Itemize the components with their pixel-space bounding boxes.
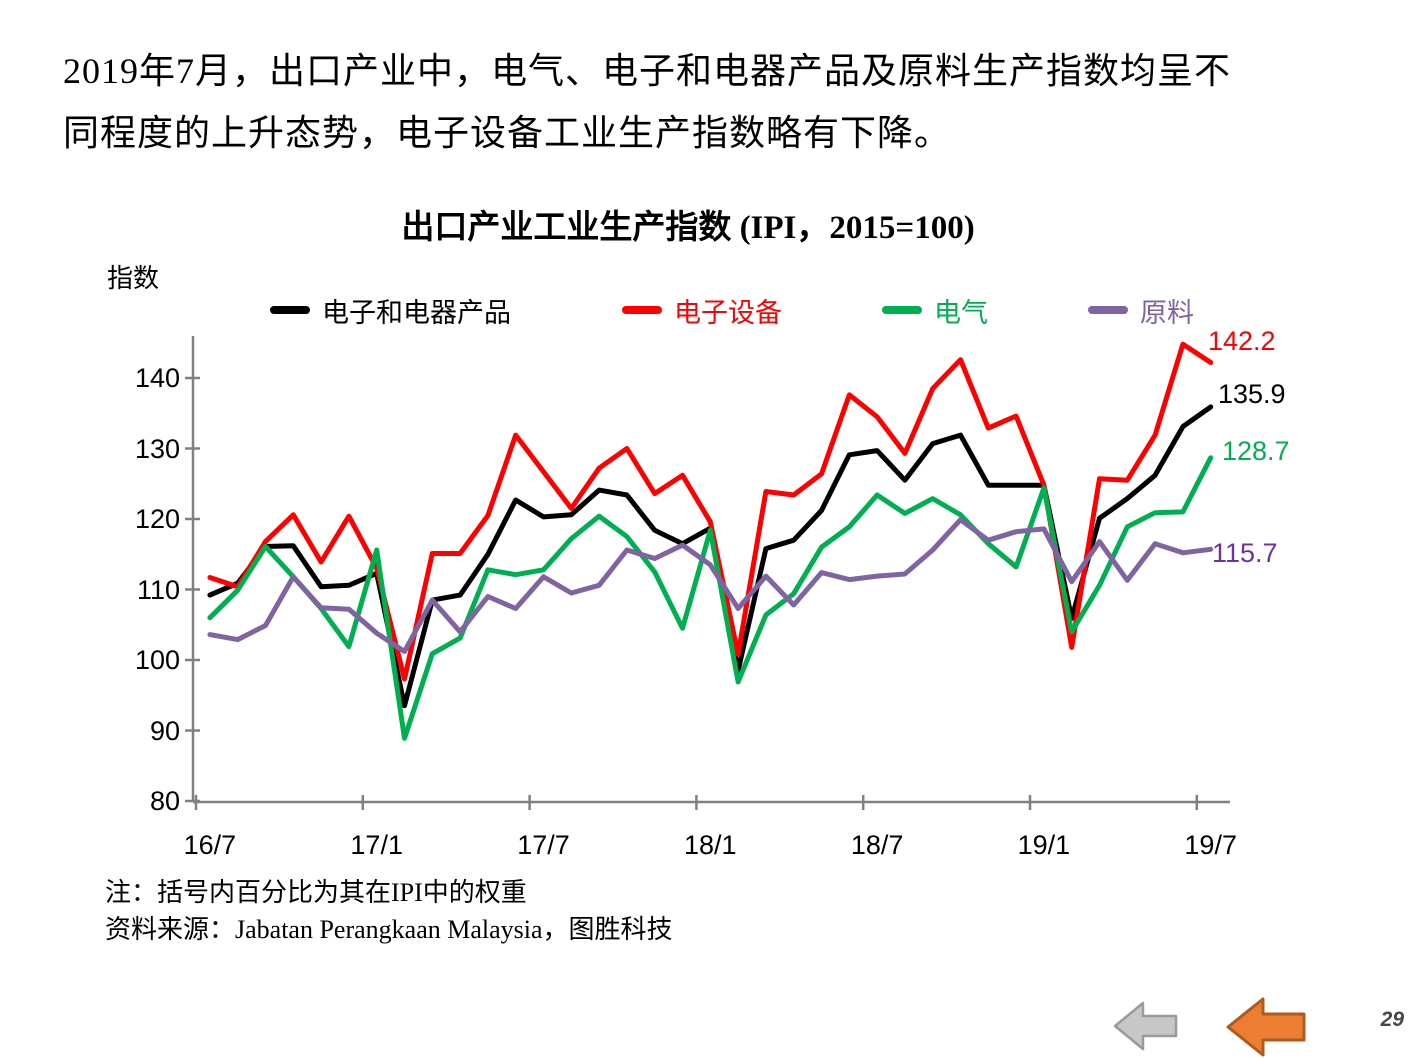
y-tick-label: 80 — [149, 786, 180, 816]
series-line-电气 — [207, 455, 1214, 741]
x-tick-label: 17/7 — [517, 830, 570, 860]
y-axis-unit-label: 指数 — [107, 264, 160, 293]
chart-legend: 电子和电器产品 电子设备 电气 原料 — [0, 294, 1411, 328]
legend-label: 电气 — [934, 297, 988, 328]
legend-label: 原料 — [1140, 297, 1194, 328]
x-tick-label: 18/1 — [684, 830, 737, 860]
end-value-label-原料: 115.7 — [1212, 538, 1278, 568]
legend-item-电气: 电气 — [882, 294, 988, 328]
headline-paragraph: 2019年7月，出口产业中，电气、电子和电器产品及原料生产指数均呈不 同程度的上… — [63, 40, 1363, 164]
x-tick-label: 19/1 — [1017, 830, 1071, 860]
y-tick-label: 100 — [134, 645, 180, 675]
y-tick-label: 130 — [134, 433, 180, 464]
series-line-电子设备 — [207, 341, 1214, 682]
footnotes: 注：括号内百分比为其在IPI中的权重 资料来源：Jabatan Perangka… — [105, 874, 673, 948]
legend-swatch-icon — [270, 306, 310, 314]
legend-swatch-icon — [1088, 306, 1128, 314]
legend-label: 电子设备 — [674, 297, 782, 328]
footnote-weight: 注：括号内百分比为其在IPI中的权重 — [105, 878, 527, 907]
legend-item-电子设备: 电子设备 — [622, 294, 782, 328]
slide-navigation — [1113, 997, 1306, 1057]
x-tick-label: 18/7 — [850, 830, 904, 860]
ipi-line-chart — [185, 336, 1230, 810]
headline-line-2: 同程度的上升态势，电子设备工业生产指数略有下降。 — [63, 113, 952, 153]
x-tick-label: 17/1 — [350, 830, 403, 860]
end-value-label-电子设备: 142.2 — [1208, 326, 1276, 356]
x-tick-label: 16/7 — [183, 830, 237, 860]
legend-swatch-icon — [622, 306, 662, 314]
legend-item-原料: 原料 — [1088, 294, 1194, 328]
forward-arrow-icon[interactable] — [1226, 997, 1306, 1057]
series-line-原料 — [207, 517, 1214, 654]
chart-title: 出口产业工业生产指数 (IPI，2015=100) — [401, 210, 975, 246]
footnote-source: 资料来源：Jabatan Perangkaan Malaysia，图胜科技 — [105, 915, 673, 944]
page-number: 29 — [1380, 1008, 1404, 1031]
y-tick-label: 140 — [134, 363, 180, 393]
back-arrow-icon[interactable] — [1113, 1001, 1178, 1051]
x-tick-label: 19/7 — [1184, 830, 1237, 860]
legend-swatch-icon — [882, 306, 922, 314]
y-tick-label: 120 — [134, 504, 180, 534]
legend-label: 电子和电器产品 — [322, 297, 511, 328]
end-value-label-电气: 128.7 — [1222, 436, 1290, 466]
legend-item-电子和电器产品: 电子和电器产品 — [270, 294, 511, 328]
headline-line-1: 2019年7月，出口产业中，电气、电子和电器产品及原料生产指数均呈不 — [63, 51, 1232, 91]
y-tick-label: 90 — [149, 715, 180, 746]
end-value-label-电子和电器产品: 135.9 — [1218, 379, 1286, 409]
y-tick-label: 110 — [136, 574, 180, 605]
